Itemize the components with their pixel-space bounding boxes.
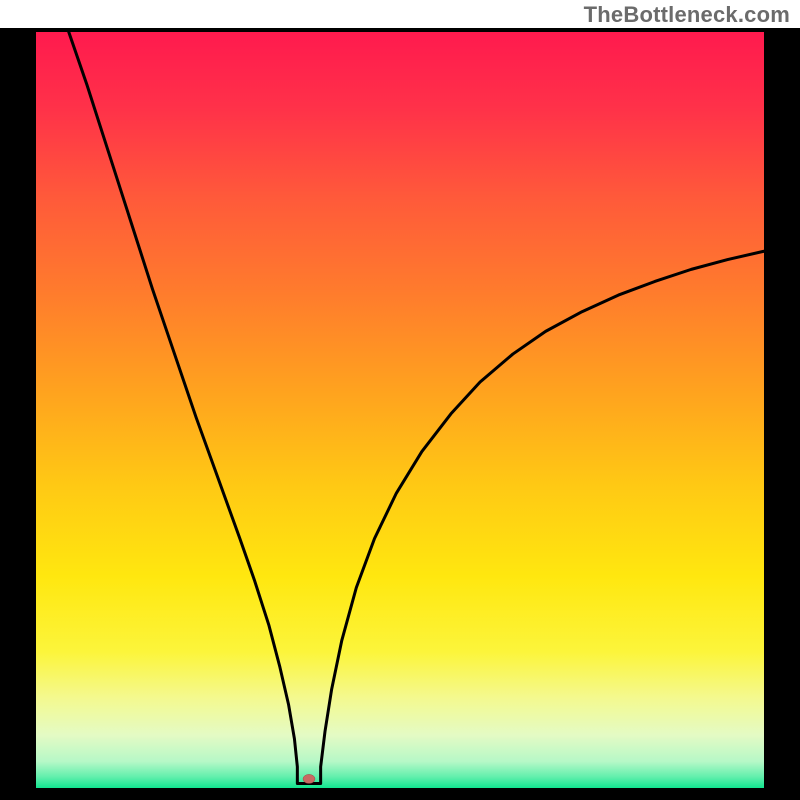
bottleneck-curve-chart <box>0 0 800 800</box>
chart-plot-area <box>36 32 764 788</box>
chart-container: TheBottleneck.com <box>0 0 800 800</box>
optimum-marker <box>303 774 315 783</box>
watermark-text: TheBottleneck.com <box>584 2 790 28</box>
